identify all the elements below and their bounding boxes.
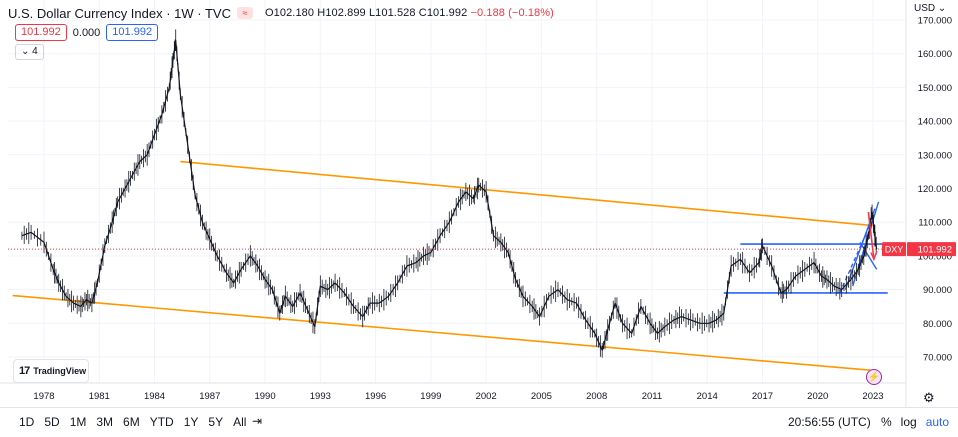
range-1d[interactable]: 1D — [19, 415, 35, 429]
time-axis: 1978 1981 1984 1987 1990 1993 1996 1999 2002 2005… — [0, 382, 906, 402]
symbol-tag — [882, 242, 906, 257]
year-tick-label: 2008 — [586, 391, 607, 402]
date-range-buttons: 1D 5D 1M 3M 6M YTD 1Y 5Y All — [14, 415, 251, 429]
year-tick-label: 1999 — [420, 391, 441, 402]
arrow-head-icon — [870, 250, 878, 262]
trend-lines — [723, 201, 888, 294]
chevron-down-icon: ⌄ — [937, 3, 947, 14]
indicators-count: 4 — [32, 46, 38, 57]
channel-lines — [12, 160, 874, 372]
tradingview-logo[interactable]: 17 TradingView — [13, 359, 89, 383]
bottom-toolbar: 1D 5D 1M 3M 6M YTD 1Y 5Y All ⇥ 20:56:55 … — [0, 407, 958, 437]
percent-toggle[interactable]: % — [881, 415, 892, 429]
down-arrow-line — [867, 211, 875, 260]
range-all[interactable]: All — [233, 415, 247, 429]
price-tick-label: 80.000 — [923, 319, 952, 330]
wedge-line — [852, 201, 880, 287]
symbol-tag-label: DXY — [885, 245, 904, 255]
high-value: 102.899 — [325, 7, 366, 19]
last-price-tag — [907, 242, 956, 257]
ask-button[interactable]: 101.992 — [106, 24, 159, 41]
utc-clock[interactable]: 20:56:55 (UTC) — [788, 415, 871, 429]
year-tick-label: 2011 — [642, 391, 662, 402]
high-label: H — [317, 7, 326, 19]
wedge-line — [859, 242, 878, 270]
range-6m[interactable]: 6M — [123, 415, 140, 429]
price-axis: 170.000 160.000 150.000 140.000 130.000 120.0… — [905, 0, 958, 407]
year-tick-label: 1978 — [33, 391, 54, 402]
year-tick-label: 1987 — [199, 391, 220, 402]
lower-channel-line — [21, 295, 874, 372]
lightning-icon[interactable]: ⚡ — [866, 369, 882, 385]
price-tick-label: 140.000 — [918, 117, 952, 128]
tradingview-mark-icon: 17 — [19, 365, 30, 377]
year-tick-label: 2023 — [862, 391, 883, 402]
price-chart[interactable]: 170.000160.000150.000140.000130.000120.0… — [0, 0, 958, 407]
price-tick-label: 150.000 — [918, 83, 952, 94]
log-toggle[interactable]: log — [900, 415, 917, 429]
year-tick-label: 2020 — [807, 391, 828, 402]
currency-label[interactable]: USD ⌄ — [914, 3, 946, 14]
ohlc-values: O102.180 H102.899 L101.528 C101.992 −0.1… — [265, 7, 554, 19]
year-tick-label: 2017 — [752, 391, 773, 402]
spread-value: 0.000 — [72, 26, 101, 39]
symbol-title[interactable]: U.S. Dollar Currency Index · 1W · TVC — [8, 5, 231, 21]
low-label: L — [368, 7, 376, 19]
wedge-line — [839, 221, 872, 294]
range-5y[interactable]: 5Y — [208, 415, 224, 429]
bid-button[interactable]: 101.992 — [15, 24, 67, 41]
year-tick-label: 2002 — [476, 391, 497, 402]
upper-channel-line — [180, 160, 874, 227]
close-value: 101.992 — [426, 7, 468, 19]
range-1y[interactable]: 1Y — [183, 415, 199, 429]
price-tick-label: 100.000 — [918, 251, 952, 262]
symbol-header: U.S. Dollar Currency Index · 1W · TVC ≈ … — [8, 4, 554, 22]
last-price-label: 101.992 — [918, 245, 952, 256]
currency-text: USD — [914, 3, 936, 14]
tradingview-wordmark: TradingView — [33, 366, 87, 376]
price-tick-label: 130.000 — [918, 150, 952, 161]
year-tick-label: 1984 — [144, 391, 165, 402]
price-line — [21, 39, 878, 351]
range-ytd[interactable]: YTD — [149, 415, 174, 429]
price-tick-label: 90.000 — [923, 285, 952, 296]
price-tick-label: 160.000 — [918, 49, 952, 60]
chart-grid — [8, 0, 905, 383]
range-5d[interactable]: 5D — [44, 415, 60, 429]
indicators-toggle[interactable]: ⌄ 4 — [15, 44, 44, 60]
year-tick-label: 2005 — [531, 391, 552, 402]
gear-icon[interactable]: ⚙ — [923, 390, 935, 405]
close-label: C — [418, 7, 427, 19]
price-tick-label: 70.000 — [923, 353, 952, 364]
range-3m[interactable]: 3M — [96, 415, 114, 429]
low-value: 101.528 — [375, 7, 416, 19]
lower-channel-extension — [12, 294, 22, 298]
price-series — [21, 29, 878, 358]
price-tick-label: 170.000 — [918, 16, 952, 27]
year-tick-label: 1981 — [89, 391, 110, 402]
bid-ask-row: 101.992 0.000 101.992 — [15, 24, 159, 41]
price-tick-label: 120.000 — [918, 184, 952, 195]
price-tick-label: 110.000 — [918, 218, 952, 229]
year-tick-label: 1996 — [365, 391, 386, 402]
year-tick-label: 2014 — [697, 391, 718, 402]
year-tick-label: 1993 — [310, 391, 331, 402]
open-label: O — [264, 7, 274, 19]
range-1m[interactable]: 1M — [69, 415, 87, 429]
last-price-marker: DXY 101.992 — [8, 242, 956, 257]
scale-toggles: % log auto — [881, 415, 949, 429]
open-value: 102.180 — [273, 7, 315, 19]
change-value: −0.188 (−0.18%) — [470, 7, 554, 19]
auto-toggle[interactable]: auto — [925, 415, 950, 429]
price-axis-bg — [906, 0, 958, 407]
year-tick-label: 1990 — [254, 391, 275, 402]
compare-range-icon[interactable]: ⇥ — [252, 414, 263, 428]
chevron-down-icon: ⌄ — [21, 46, 30, 57]
currency-flag-icon: ≈ — [236, 7, 253, 19]
